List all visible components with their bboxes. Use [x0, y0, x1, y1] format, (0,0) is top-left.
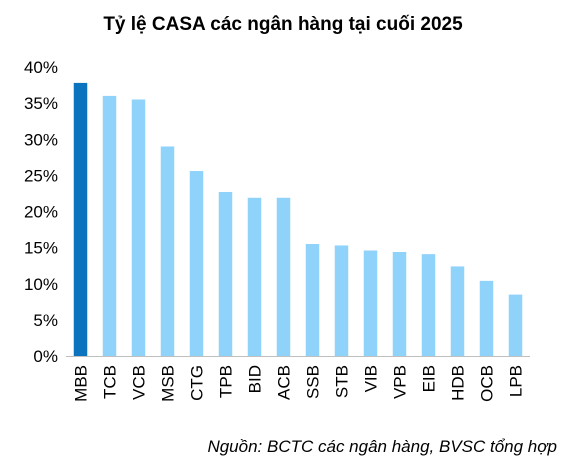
bar-msb [160, 146, 175, 356]
y-axis-ticks: 0% 5% 10% 15% 20% 25% 30% 35% 40% [24, 58, 58, 366]
bar-ocb [479, 280, 494, 356]
bar-acb [276, 197, 291, 356]
bars [73, 82, 523, 357]
x-tick-label-ssb: SSB [304, 365, 323, 399]
bar-hdb [450, 266, 465, 356]
x-tick-label-vcb: VCB [130, 365, 149, 400]
y-tick-label: 40% [24, 58, 58, 77]
y-tick-label: 0% [33, 347, 58, 366]
x-tick-label-eib: EIB [420, 365, 439, 392]
x-tick-label-tcb: TCB [101, 365, 120, 399]
bar-tpb [218, 191, 233, 356]
source-note: Nguồn: BCTC các ngân hàng, BVSC tổng hợp [207, 437, 557, 456]
y-tick-label: 25% [24, 166, 58, 185]
x-tick-label-acb: ACB [275, 365, 294, 400]
x-tick-label-msb: MSB [159, 365, 178, 402]
chart-title: Tỷ lệ CASA các ngân hàng tại cuối 2025 [103, 14, 463, 35]
x-tick-label-hdb: HDB [449, 365, 468, 401]
bar-vcb [131, 99, 146, 356]
bar-bid [247, 197, 262, 356]
bar-tcb [102, 95, 117, 357]
x-tick-label-ocb: OCB [478, 365, 497, 402]
x-tick-label-bid: BID [246, 365, 265, 393]
y-tick-label: 15% [24, 239, 58, 258]
x-tick-label-lpb: LPB [507, 365, 526, 397]
bar-ssb [305, 244, 320, 356]
bar-eib [421, 254, 436, 356]
x-tick-label-mbb: MBB [72, 365, 91, 402]
x-tick-label-tpb: TPB [217, 365, 236, 398]
y-tick-label: 20% [24, 203, 58, 222]
bar-stb [334, 245, 349, 356]
bar-lpb [508, 294, 523, 356]
y-tick-label: 30% [24, 130, 58, 149]
x-axis-labels: MBB TCB VCB MSB CTG TPB BID ACB SSB STB VIB VPB EIB H… [72, 365, 526, 402]
bar-ctg [189, 171, 204, 356]
y-tick-label: 10% [24, 275, 58, 294]
bar-mbb [73, 82, 88, 357]
x-tick-label-vpb: VPB [391, 365, 410, 399]
y-tick-label: 5% [33, 311, 58, 330]
y-tick-label: 35% [24, 94, 58, 113]
x-tick-label-ctg: CTG [188, 365, 207, 401]
bar-vpb [392, 251, 407, 356]
bar-vib [363, 250, 378, 356]
x-tick-label-stb: STB [333, 365, 352, 398]
x-tick-label-vib: VIB [362, 365, 381, 392]
